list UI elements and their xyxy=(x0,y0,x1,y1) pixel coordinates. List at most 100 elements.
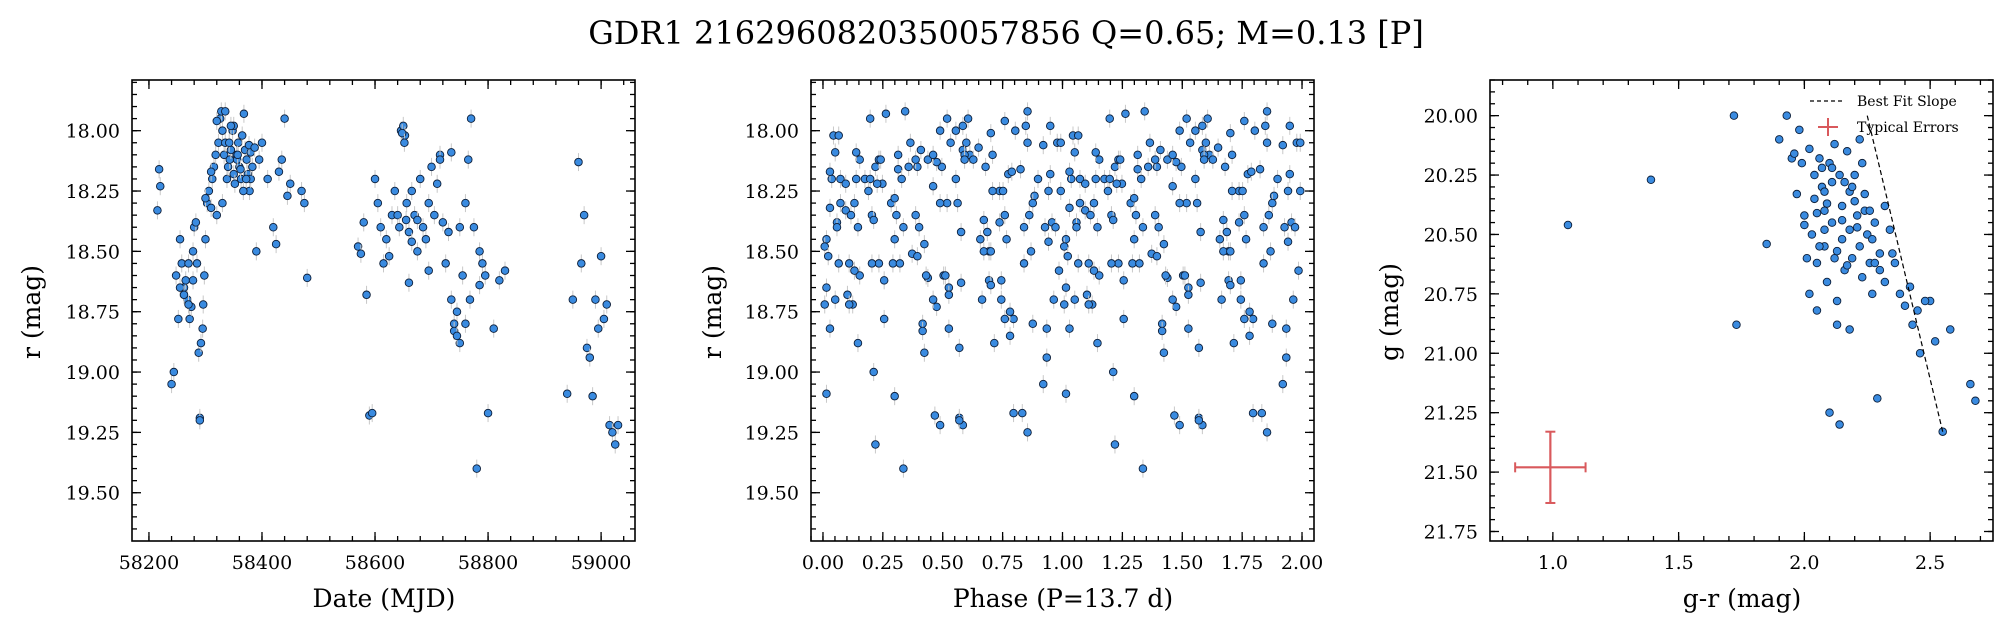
data-point xyxy=(855,155,864,164)
data-point xyxy=(379,259,388,268)
y-tick-label: 19.25 xyxy=(66,422,120,444)
data-point xyxy=(1054,266,1064,275)
data-point xyxy=(850,198,859,208)
data-point xyxy=(1019,259,1029,268)
data-point xyxy=(836,174,845,184)
data-point xyxy=(1049,295,1059,304)
data-point xyxy=(1056,186,1066,196)
data-point xyxy=(390,186,400,196)
x-tick-label: 58600 xyxy=(345,552,405,574)
data-point xyxy=(976,235,985,244)
data-point xyxy=(1835,420,1844,429)
data-point xyxy=(1845,325,1854,334)
data-point xyxy=(941,271,950,280)
data-point xyxy=(1107,259,1116,268)
data-point xyxy=(200,271,209,280)
x-tick-label: 2.0 xyxy=(1789,552,1819,574)
data-point xyxy=(1110,162,1120,172)
x-tick-label: 58800 xyxy=(458,552,518,574)
data-point xyxy=(175,235,185,244)
data-point xyxy=(1266,247,1275,256)
data-point xyxy=(1219,247,1228,256)
data-point xyxy=(248,162,257,172)
data-point xyxy=(1868,289,1877,299)
data-point xyxy=(384,251,394,261)
data-point xyxy=(935,198,945,208)
data-point xyxy=(1847,253,1857,263)
data-point xyxy=(920,348,929,357)
data-point xyxy=(475,280,484,290)
data-point xyxy=(1245,307,1254,316)
data-point xyxy=(400,138,409,148)
data-point xyxy=(444,227,453,237)
data-point xyxy=(458,271,467,280)
data-point xyxy=(1257,408,1267,418)
data-point xyxy=(1019,222,1029,232)
data-point xyxy=(960,155,969,164)
data-point xyxy=(1920,296,1930,306)
data-point xyxy=(1065,167,1074,176)
data-point xyxy=(367,408,377,418)
panel-color-magnitude: 1.0 1.5 2.0 2.5 20.00 20.25 20.50 20.75 21.00 21.… xyxy=(1375,79,1994,613)
data-point xyxy=(1238,186,1247,196)
data-point xyxy=(263,174,272,184)
data-point xyxy=(226,121,236,131)
data-point xyxy=(1294,266,1303,275)
data-point xyxy=(1005,331,1015,341)
data-point xyxy=(211,150,220,160)
data-point xyxy=(1023,138,1032,148)
data-point xyxy=(890,235,899,244)
data-point xyxy=(1061,389,1071,399)
data-point xyxy=(1133,165,1142,174)
data-point xyxy=(1011,126,1020,135)
data-point xyxy=(472,464,482,473)
data-point xyxy=(585,353,595,362)
data-point xyxy=(1845,225,1854,234)
data-point xyxy=(832,222,842,232)
data-point xyxy=(944,290,954,300)
data-point xyxy=(1028,198,1038,208)
data-point xyxy=(1729,111,1739,120)
data-point xyxy=(1044,186,1053,196)
data-point xyxy=(1930,337,1940,346)
data-point xyxy=(269,222,278,232)
data-point xyxy=(1800,220,1809,230)
data-point xyxy=(1852,223,1862,232)
data-point xyxy=(1563,220,1573,230)
data-point xyxy=(1762,239,1771,249)
panel-2-frame xyxy=(810,79,1315,542)
data-point xyxy=(1105,174,1114,184)
data-point xyxy=(1039,140,1048,150)
data-point xyxy=(1795,125,1804,135)
data-point xyxy=(946,138,955,148)
data-point xyxy=(1283,186,1293,196)
data-point xyxy=(1837,234,1847,244)
data-point xyxy=(1278,379,1288,389)
x-tick-label: 58400 xyxy=(232,552,292,574)
data-point xyxy=(1016,165,1025,174)
data-point xyxy=(1855,242,1864,251)
data-point xyxy=(1971,396,1980,406)
data-point xyxy=(1219,215,1228,225)
data-point xyxy=(974,143,983,152)
data-point xyxy=(1201,138,1211,148)
data-point xyxy=(432,179,442,189)
data-point xyxy=(1194,416,1204,425)
data-point xyxy=(1159,348,1169,357)
data-point xyxy=(169,367,179,377)
data-point xyxy=(373,198,383,208)
data-point xyxy=(461,319,470,329)
data-point xyxy=(466,114,476,123)
data-point xyxy=(1240,314,1249,324)
data-point xyxy=(402,198,411,208)
data-point xyxy=(1240,210,1249,220)
data-point xyxy=(1112,179,1121,189)
data-point xyxy=(988,150,997,160)
data-point xyxy=(997,276,1006,285)
data-point xyxy=(944,324,954,333)
data-point xyxy=(1820,187,1829,196)
data-point xyxy=(1056,138,1066,148)
data-point xyxy=(1282,353,1291,362)
data-point xyxy=(822,235,831,244)
data-point xyxy=(591,295,600,304)
